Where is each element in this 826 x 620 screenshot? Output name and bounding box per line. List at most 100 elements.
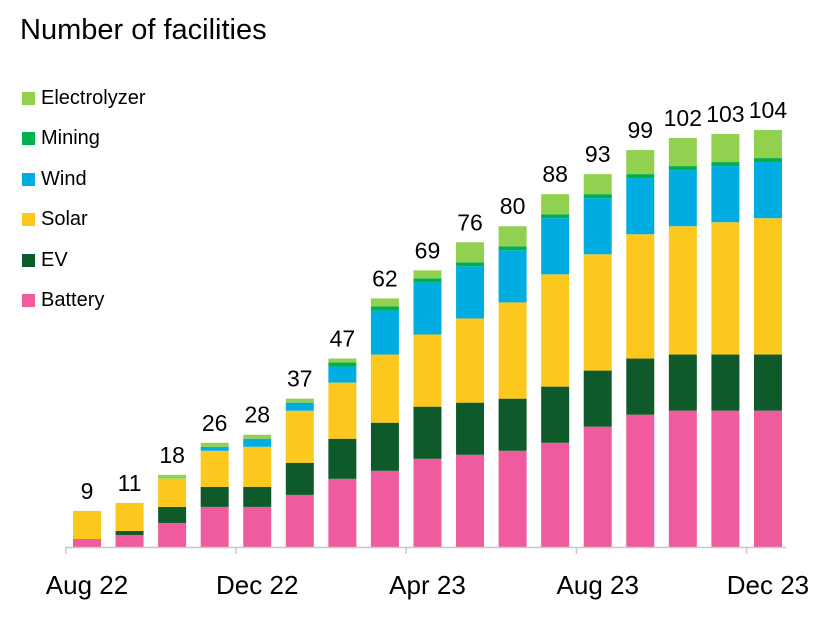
bar-segment-wind bbox=[285, 402, 314, 411]
bar-segment-electrolyzer bbox=[413, 270, 442, 279]
bar-segment-battery bbox=[328, 478, 357, 547]
bar-segment-battery bbox=[753, 410, 782, 547]
bar-segment-battery bbox=[115, 534, 144, 547]
bar-segment-solar bbox=[285, 410, 314, 463]
total-label: 47 bbox=[330, 326, 356, 352]
legend-item: Battery bbox=[22, 281, 145, 322]
total-label: 76 bbox=[457, 209, 483, 235]
bar-segment-mining bbox=[456, 262, 485, 267]
bar-segment-mining bbox=[753, 158, 782, 163]
legend-swatch bbox=[22, 132, 35, 146]
bar-segment-wind bbox=[541, 218, 570, 275]
bar-segment-ev bbox=[626, 358, 655, 415]
bar-segment-battery bbox=[541, 442, 570, 547]
legend: Electrolyzer Mining Wind Solar EV Battery bbox=[22, 78, 145, 321]
bar-segment-wind bbox=[626, 178, 655, 235]
bar-segment-mining bbox=[413, 278, 442, 283]
bar-segment-wind bbox=[668, 170, 697, 227]
bar-segment-ev bbox=[370, 422, 399, 471]
total-label: 26 bbox=[202, 410, 228, 436]
bar-segment-electrolyzer bbox=[285, 398, 314, 403]
bar-segment-wind bbox=[243, 438, 272, 447]
bar-segment-ev bbox=[243, 486, 272, 507]
bar-segment-solar bbox=[711, 222, 740, 355]
bar-segment-battery bbox=[498, 450, 527, 547]
bar-segment-battery bbox=[668, 410, 697, 547]
bar-segment-electrolyzer bbox=[668, 138, 697, 167]
bar-segment-ev bbox=[413, 406, 442, 459]
bar-segment-solar bbox=[328, 382, 357, 439]
bar-segment-wind bbox=[498, 250, 527, 303]
bar-segment-solar bbox=[668, 226, 697, 355]
x-tick-label: Apr 23 bbox=[389, 570, 466, 600]
total-label: 18 bbox=[159, 442, 185, 468]
bar-segment-ev bbox=[498, 398, 527, 451]
bar-segment-solar bbox=[243, 446, 272, 487]
bar-segment-mining bbox=[668, 166, 697, 171]
total-label: 62 bbox=[372, 265, 398, 291]
bar-segment-ev bbox=[753, 354, 782, 411]
legend-label: Wind bbox=[41, 167, 87, 190]
bar-segment-electrolyzer bbox=[583, 174, 612, 195]
x-tick-label: Aug 23 bbox=[557, 570, 639, 600]
bar-segment-battery bbox=[158, 522, 187, 547]
bar-segment-ev bbox=[115, 530, 144, 535]
bar-segment-mining bbox=[328, 362, 357, 367]
bar-segment-battery bbox=[456, 454, 485, 547]
legend-item: Wind bbox=[22, 159, 145, 200]
bar-segment-ev bbox=[285, 462, 314, 495]
legend-swatch bbox=[22, 294, 35, 308]
total-label: 11 bbox=[118, 470, 142, 496]
total-label: 28 bbox=[244, 402, 270, 428]
legend-item: Solar bbox=[22, 200, 145, 241]
bar-segment-electrolyzer bbox=[200, 442, 229, 447]
bar-segment-wind bbox=[370, 310, 399, 355]
bar-segment-electrolyzer bbox=[498, 226, 527, 247]
bar-segment-battery bbox=[243, 506, 272, 547]
legend-item: EV bbox=[22, 240, 145, 281]
bar-segment-ev bbox=[541, 386, 570, 443]
bar-segment-battery bbox=[285, 494, 314, 547]
legend-swatch bbox=[22, 213, 35, 227]
bar-segment-ev bbox=[711, 354, 740, 411]
bar-segment-electrolyzer bbox=[626, 150, 655, 175]
total-label: 93 bbox=[585, 141, 611, 167]
legend-label: EV bbox=[41, 248, 68, 271]
bar-segment-solar bbox=[541, 274, 570, 387]
bar-segment-solar bbox=[73, 510, 101, 539]
bar-segment-ev bbox=[583, 370, 612, 427]
chart-title: Number of facilities bbox=[20, 14, 267, 46]
bar-segment-electrolyzer bbox=[456, 242, 485, 263]
bar-segment-battery bbox=[73, 538, 101, 547]
bar-segment-electrolyzer bbox=[243, 434, 272, 439]
bar-segment-battery bbox=[413, 458, 442, 547]
legend-swatch bbox=[22, 91, 35, 105]
bar-segment-ev bbox=[158, 506, 187, 523]
legend-label: Electrolyzer bbox=[41, 86, 146, 109]
x-tick-label: Dec 23 bbox=[727, 570, 809, 600]
bar-segment-wind bbox=[413, 282, 442, 335]
bar-segment-solar bbox=[158, 478, 187, 507]
legend-swatch bbox=[22, 172, 35, 186]
bar-segment-electrolyzer bbox=[158, 474, 187, 479]
bar-segment-battery bbox=[370, 470, 399, 547]
bar-segment-battery bbox=[583, 426, 612, 547]
bar-segment-electrolyzer bbox=[711, 134, 740, 163]
bar-segment-electrolyzer bbox=[328, 358, 357, 363]
bar-segment-wind bbox=[456, 266, 485, 319]
bar-segment-mining bbox=[583, 194, 612, 199]
bar-segment-electrolyzer bbox=[753, 130, 782, 159]
x-tick-label: Dec 22 bbox=[216, 570, 298, 600]
bar-segment-ev bbox=[668, 354, 697, 411]
bar-segment-wind bbox=[200, 446, 229, 451]
total-label: 102 bbox=[664, 105, 702, 131]
bar-segment-solar bbox=[753, 218, 782, 355]
bar-segment-battery bbox=[711, 410, 740, 547]
bar-segment-wind bbox=[328, 366, 357, 383]
legend-swatch bbox=[22, 253, 35, 267]
total-label: 69 bbox=[415, 237, 441, 263]
total-label: 99 bbox=[627, 117, 653, 143]
legend-item: Mining bbox=[22, 119, 145, 160]
